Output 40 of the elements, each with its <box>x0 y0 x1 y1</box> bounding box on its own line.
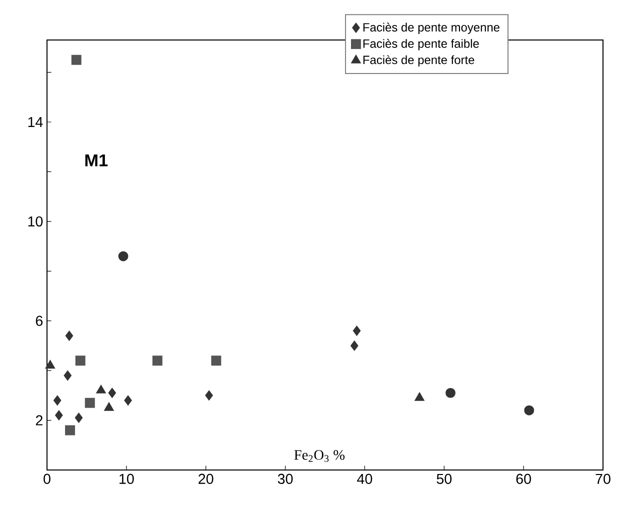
point <box>104 402 114 411</box>
x-tick-label: 60 <box>516 474 531 484</box>
point <box>45 360 55 369</box>
point <box>71 54 82 65</box>
point <box>75 356 86 366</box>
point <box>152 356 162 366</box>
legend-label: Faciès de pente forte <box>363 55 474 66</box>
legend-label: Faciès de pente faible <box>363 38 479 50</box>
x-tick-label: 70 <box>596 474 610 484</box>
y-tick-label: 14 <box>28 117 43 127</box>
point <box>118 251 128 262</box>
y-tick-label: 6 <box>36 316 43 326</box>
point <box>64 370 72 381</box>
annotation: M1 <box>85 154 108 166</box>
point <box>53 395 62 406</box>
x-tick-label: 40 <box>357 474 372 484</box>
x-axis-title: Fe$_{2}$O$_{3}$ % <box>294 450 345 462</box>
legend-label: Faciès de pente moyenne <box>363 22 500 34</box>
point <box>65 425 76 436</box>
point <box>350 340 358 351</box>
y-tick-label: 10 <box>28 216 43 227</box>
point <box>124 395 132 406</box>
point <box>205 390 213 400</box>
x-tick-label: 20 <box>198 474 214 484</box>
x-tick-label: 10 <box>120 474 134 484</box>
x-tick-label: 30 <box>278 474 293 484</box>
point <box>55 410 63 420</box>
point <box>524 405 534 416</box>
point <box>211 356 222 366</box>
x-tick-label: 50 <box>436 474 452 484</box>
x-tick-label: 0 <box>44 474 50 484</box>
point <box>96 384 106 394</box>
point <box>446 388 456 398</box>
point <box>108 388 116 398</box>
point <box>74 412 83 423</box>
y-tick-label: 2 <box>36 415 42 426</box>
point <box>65 330 74 341</box>
point <box>414 392 424 401</box>
point <box>352 326 361 336</box>
point <box>84 398 95 408</box>
